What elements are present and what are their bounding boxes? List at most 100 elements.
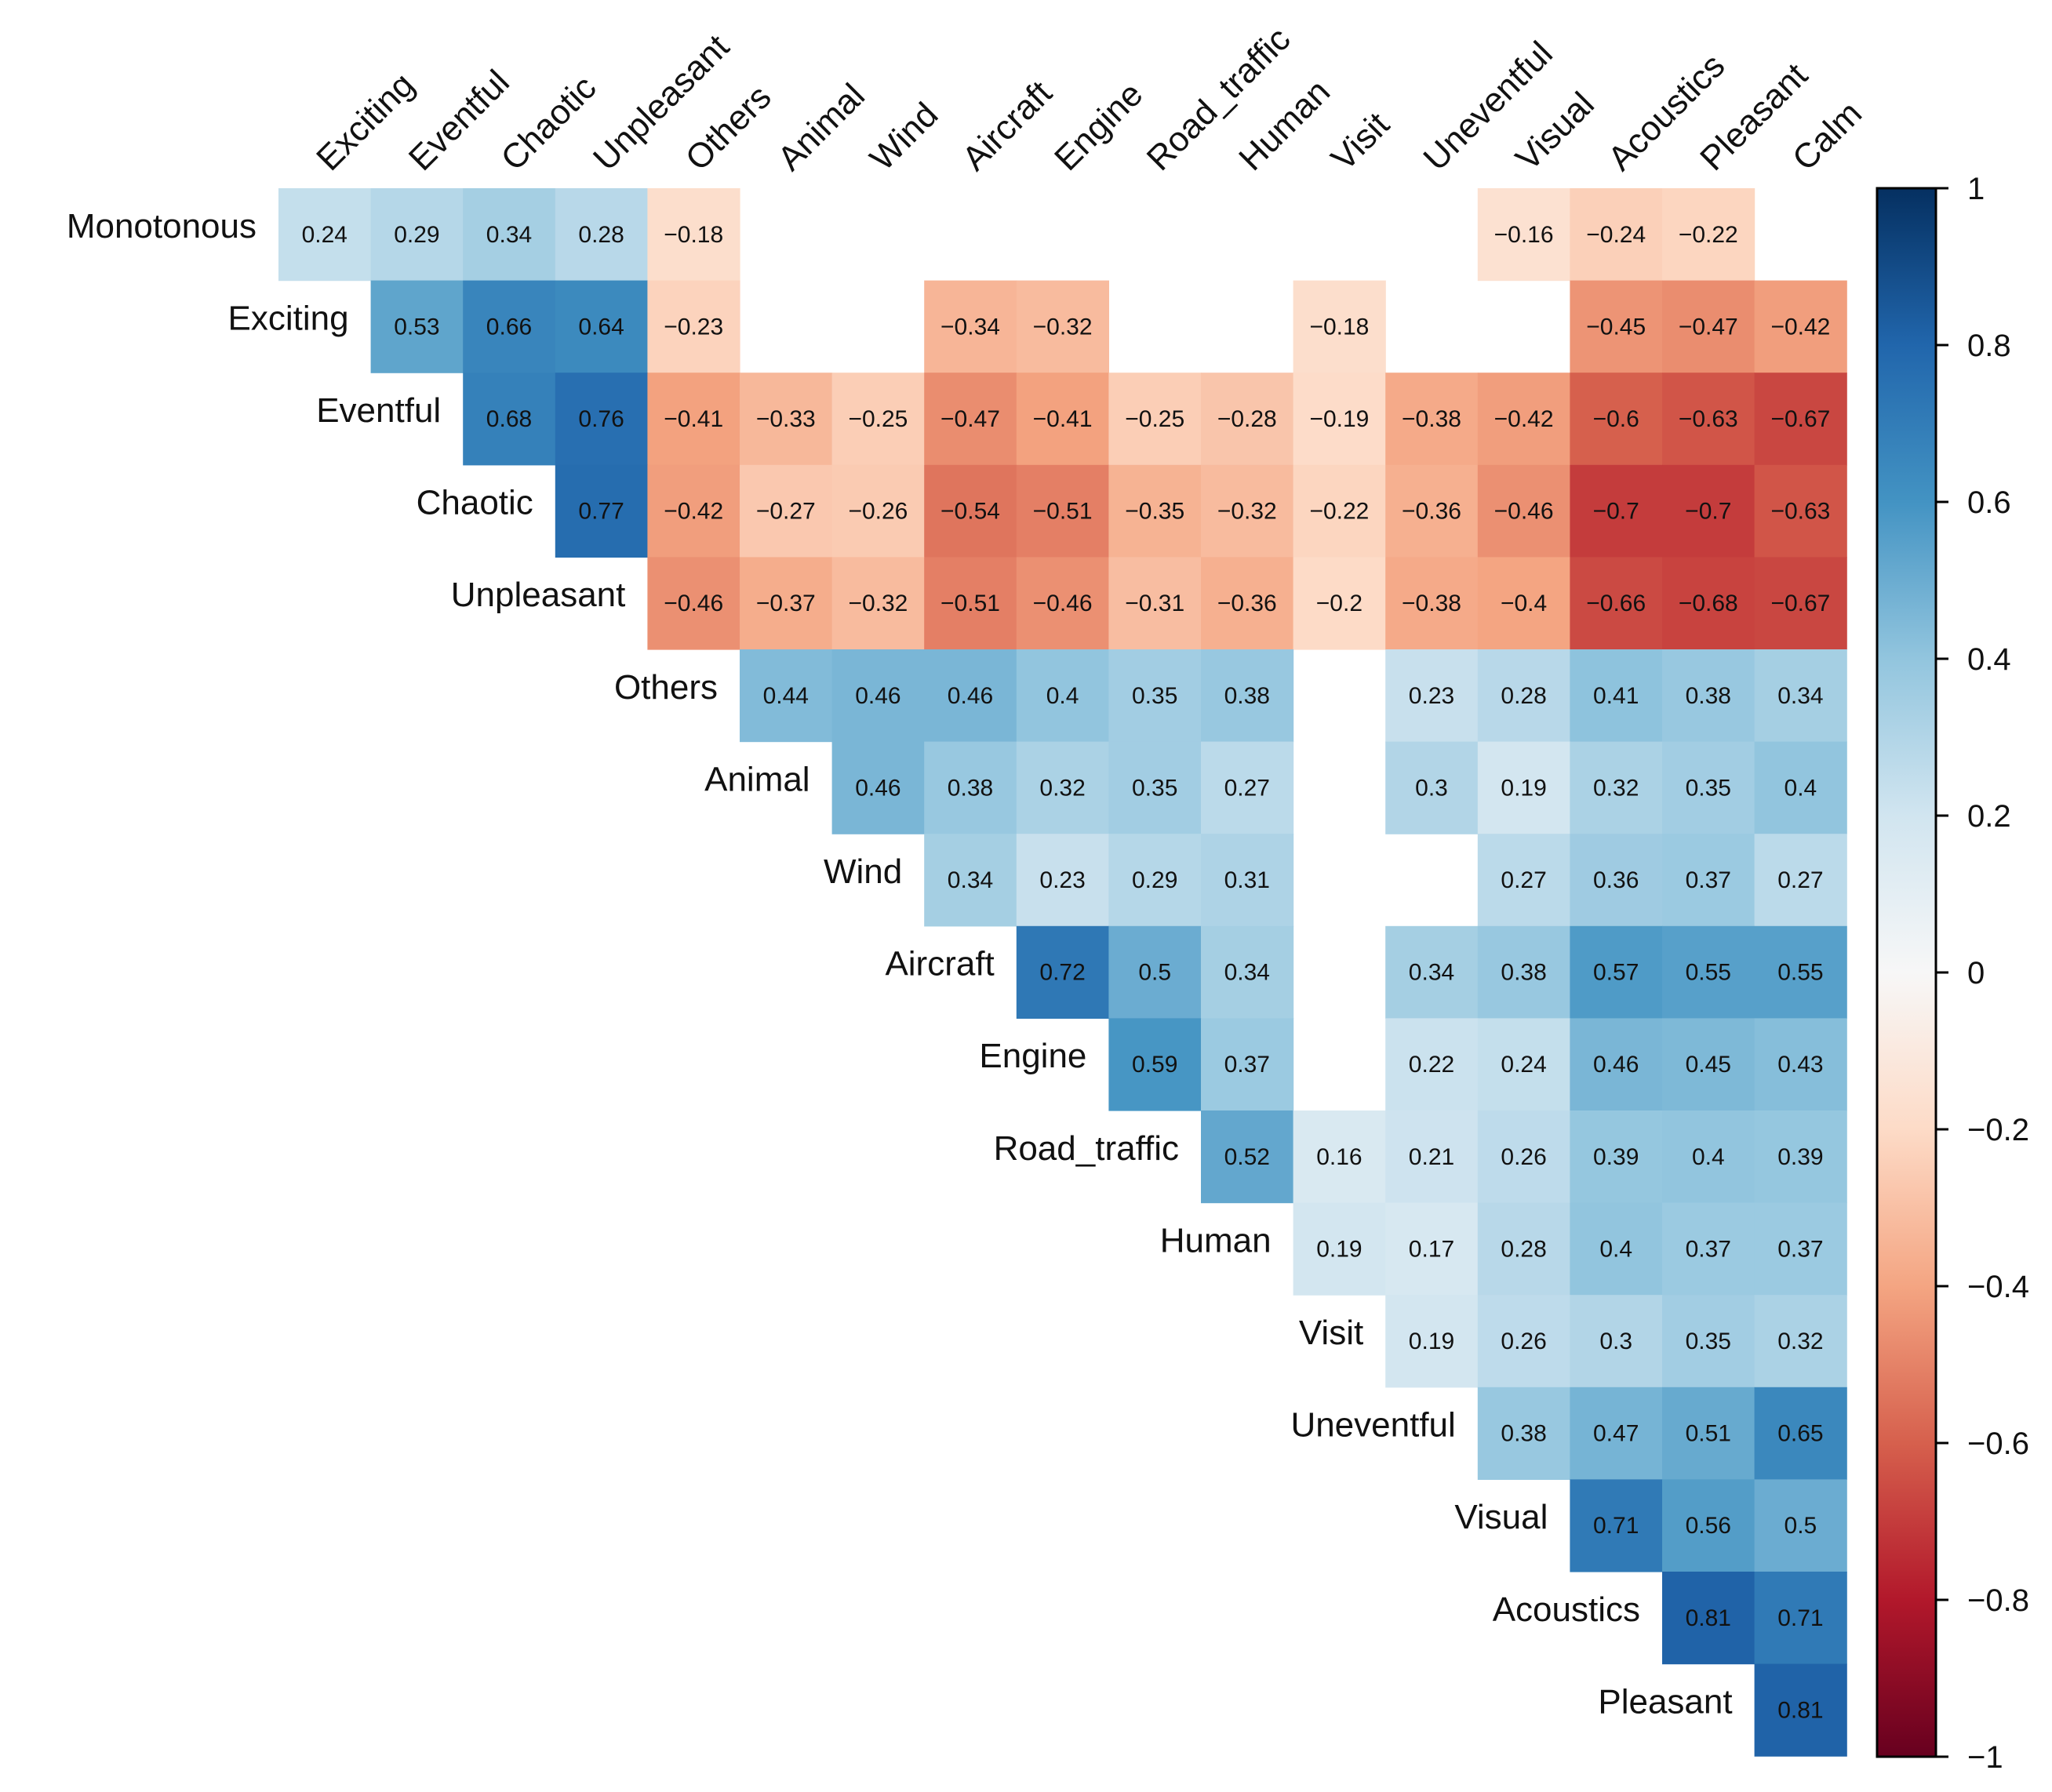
- cell-label-Visit-Uneventful: 0.19: [1409, 1329, 1454, 1354]
- cell-label-Monotonous-Acoustics: −0.24: [1586, 222, 1646, 248]
- cell-label-Others-Pleasant: 0.38: [1686, 683, 1731, 709]
- cell-Uneventful-Acoustics: [1570, 1387, 1663, 1480]
- cell-Eventful-Others: [647, 373, 740, 466]
- cell-Others-Human: [1201, 649, 1294, 743]
- cell-label-Engine-Calm: 0.43: [1777, 1052, 1823, 1078]
- cell-label-Animal-Uneventful: 0.3: [1415, 775, 1448, 801]
- column-label-visit: Visit: [1324, 105, 1397, 178]
- heatmap-cells: [278, 188, 1847, 1757]
- cell-Aircraft-Uneventful: [1385, 925, 1479, 1019]
- cell-label-Unpleasant-Animal: −0.37: [756, 591, 816, 616]
- cell-Acoustics-Pleasant: [1662, 1572, 1755, 1665]
- cell-label-Unpleasant-Wind: −0.32: [848, 591, 908, 616]
- cell-label-Eventful-Unpleasant: 0.76: [578, 406, 624, 432]
- cell-Aircraft-Acoustics: [1570, 925, 1663, 1019]
- cell-Others-Calm: [1754, 649, 1847, 743]
- column-label-exciting: Exciting: [309, 65, 422, 178]
- cell-Animal-Acoustics: [1570, 741, 1663, 834]
- cell-Eventful-Animal: [740, 373, 833, 466]
- cell-Road_traffic-Visit: [1293, 1110, 1386, 1204]
- cell-Unpleasant-Visual: [1477, 557, 1570, 650]
- column-label-animal: Animal: [770, 76, 872, 178]
- cell-label-Chaotic-Wind: −0.26: [848, 499, 908, 525]
- row-label-eventful: Eventful: [316, 391, 441, 430]
- cell-label-Acoustics-Calm: 0.71: [1777, 1605, 1823, 1631]
- row-label-visit: Visit: [1299, 1314, 1363, 1352]
- cell-Chaotic-Visual: [1477, 464, 1570, 558]
- cell-label-Eventful-Visual: −0.42: [1494, 406, 1554, 432]
- cell-label-Eventful-Animal: −0.33: [756, 406, 816, 432]
- colorbar-tick-label: 0.8: [1967, 329, 2011, 363]
- cell-label-Chaotic-Visual: −0.46: [1494, 499, 1554, 525]
- column-label-wind: Wind: [863, 96, 946, 179]
- cell-Visit-Pleasant: [1662, 1295, 1755, 1388]
- cell-Unpleasant-Engine: [1016, 557, 1109, 650]
- cell-label-Monotonous-Visual: −0.16: [1494, 222, 1554, 248]
- cell-Wind-Pleasant: [1662, 834, 1755, 927]
- cell-label-Chaotic-Acoustics: −0.7: [1593, 499, 1639, 525]
- cell-Visit-Uneventful: [1385, 1295, 1479, 1388]
- cell-Unpleasant-Acoustics: [1570, 557, 1663, 650]
- cell-label-Others-Uneventful: 0.23: [1409, 683, 1454, 709]
- cell-label-Wind-Aircraft: 0.34: [948, 867, 993, 893]
- cell-label-Unpleasant-Acoustics: −0.66: [1586, 591, 1646, 616]
- cell-label-Road_traffic-Human: 0.52: [1224, 1144, 1270, 1170]
- cell-label-Wind-Calm: 0.27: [1777, 867, 1823, 893]
- cell-label-Exciting-Pleasant: −0.47: [1679, 314, 1738, 340]
- cell-Uneventful-Pleasant: [1662, 1387, 1755, 1480]
- cell-Wind-Visual: [1477, 834, 1570, 927]
- cell-Chaotic-Aircraft: [924, 464, 1017, 558]
- cell-label-Visit-Visual: 0.26: [1501, 1329, 1546, 1354]
- cell-label-Eventful-Others: −0.41: [664, 406, 723, 432]
- colorbar: 1 0.8 0.6 0.4 0.2 0 −0.2 −0.4 −0.6 −0.8 −1: [1876, 172, 2029, 1775]
- cell-Human-Pleasant: [1662, 1202, 1755, 1296]
- cell-Chaotic-Animal: [740, 464, 833, 558]
- cell-label-Engine-Road_traffic: 0.59: [1132, 1052, 1177, 1078]
- colorbar-tick-label: −1: [1967, 1740, 2003, 1775]
- cell-label-Others-Engine: 0.4: [1046, 683, 1079, 709]
- column-label-aircraft: Aircraft: [955, 74, 1059, 178]
- cell-Others-Uneventful: [1385, 649, 1479, 743]
- cell-label-Animal-Pleasant: 0.35: [1686, 775, 1731, 801]
- cell-Others-Animal: [740, 649, 833, 743]
- cell-label-Aircraft-Pleasant: 0.55: [1686, 960, 1731, 986]
- cell-label-Human-Visual: 0.28: [1501, 1236, 1546, 1262]
- cell-Unpleasant-Calm: [1754, 557, 1847, 650]
- row-label-acoustics: Acoustics: [1493, 1590, 1640, 1629]
- cell-Chaotic-Wind: [831, 464, 925, 558]
- cell-label-Wind-Road_traffic: 0.29: [1132, 867, 1177, 893]
- cell-Animal-Road_traffic: [1108, 741, 1202, 834]
- cell-Monotonous-Eventful: [370, 188, 464, 282]
- cell-label-Uneventful-Calm: 0.65: [1777, 1421, 1823, 1447]
- cell-Wind-Road_traffic: [1108, 834, 1202, 927]
- cell-label-Human-Calm: 0.37: [1777, 1236, 1823, 1262]
- colorbar-tick-label: −0.4: [1967, 1270, 2029, 1304]
- cell-Animal-Visual: [1477, 741, 1570, 834]
- cell-Eventful-Engine: [1016, 373, 1109, 466]
- cell-Human-Acoustics: [1570, 1202, 1663, 1296]
- cell-label-Visit-Calm: 0.32: [1777, 1329, 1823, 1354]
- cell-Eventful-Uneventful: [1385, 373, 1479, 466]
- cell-Unpleasant-Pleasant: [1662, 557, 1755, 650]
- cell-label-Exciting-Visit: −0.18: [1309, 314, 1369, 340]
- cell-Eventful-Calm: [1754, 373, 1847, 466]
- cell-Animal-Engine: [1016, 741, 1109, 834]
- cell-label-Exciting-Calm: −0.42: [1770, 314, 1830, 340]
- cell-Acoustics-Calm: [1754, 1572, 1847, 1665]
- cell-label-Uneventful-Pleasant: 0.51: [1686, 1421, 1731, 1447]
- cell-label-Visit-Acoustics: 0.3: [1599, 1329, 1632, 1354]
- cell-label-Exciting-Eventful: 0.53: [394, 314, 439, 340]
- cell-Monotonous-Acoustics: [1570, 188, 1663, 282]
- cell-Road_traffic-Calm: [1754, 1110, 1847, 1204]
- cell-Others-Wind: [831, 649, 925, 743]
- cell-label-Chaotic-Visit: −0.22: [1309, 499, 1369, 525]
- cell-Exciting-Eventful: [370, 280, 464, 373]
- cell-Unpleasant-Road_traffic: [1108, 557, 1202, 650]
- cell-label-Visual-Acoustics: 0.71: [1593, 1513, 1639, 1539]
- cell-label-Engine-Uneventful: 0.22: [1409, 1052, 1454, 1078]
- column-label-calm: Calm: [1785, 94, 1869, 178]
- cell-Visual-Calm: [1754, 1479, 1847, 1572]
- cell-label-Aircraft-Calm: 0.55: [1777, 960, 1823, 986]
- cell-label-Eventful-Uneventful: −0.38: [1402, 406, 1461, 432]
- cell-label-Wind-Human: 0.31: [1224, 867, 1270, 893]
